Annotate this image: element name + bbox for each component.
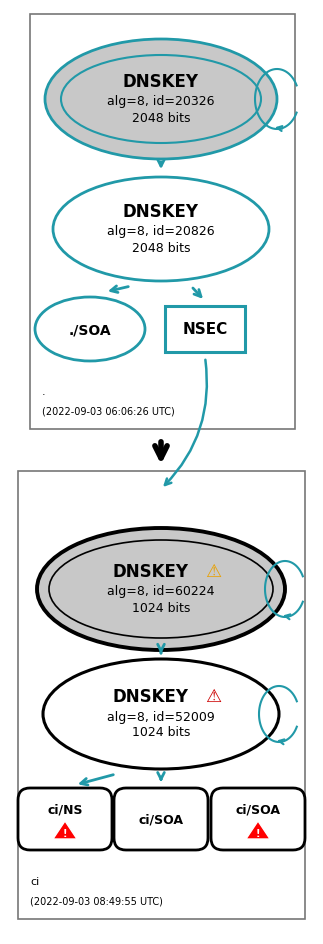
Text: DNSKEY: DNSKEY <box>123 203 199 221</box>
Ellipse shape <box>61 56 261 143</box>
Bar <box>18 471 305 919</box>
Text: alg=8, id=60224: alg=8, id=60224 <box>107 585 215 598</box>
Polygon shape <box>53 821 77 839</box>
Text: DNSKEY: DNSKEY <box>123 73 199 91</box>
Text: alg=8, id=52009: alg=8, id=52009 <box>107 710 215 723</box>
Bar <box>30 15 295 430</box>
Text: !: ! <box>256 828 260 838</box>
Text: 1024 bits: 1024 bits <box>132 726 190 739</box>
Ellipse shape <box>49 540 273 638</box>
Text: !: ! <box>63 828 67 838</box>
Text: alg=8, id=20826: alg=8, id=20826 <box>107 226 215 238</box>
Text: alg=8, id=20326: alg=8, id=20326 <box>107 95 215 109</box>
Text: ./SOA: ./SOA <box>69 323 111 337</box>
Ellipse shape <box>43 659 279 769</box>
FancyBboxPatch shape <box>114 788 208 851</box>
Text: (2022-09-03 08:49:55 UTC): (2022-09-03 08:49:55 UTC) <box>30 896 163 906</box>
Text: DNSKEY: DNSKEY <box>113 687 189 705</box>
Text: ci: ci <box>30 876 39 886</box>
Ellipse shape <box>53 177 269 281</box>
Text: (2022-09-03 06:06:26 UTC): (2022-09-03 06:06:26 UTC) <box>42 407 175 416</box>
Text: 1024 bits: 1024 bits <box>132 601 190 614</box>
Ellipse shape <box>37 529 285 650</box>
Bar <box>165 307 245 353</box>
FancyBboxPatch shape <box>211 788 305 851</box>
Ellipse shape <box>45 40 277 160</box>
Text: ⚠: ⚠ <box>205 687 221 705</box>
Text: DNSKEY: DNSKEY <box>113 563 189 581</box>
Ellipse shape <box>35 297 145 362</box>
Text: NSEC: NSEC <box>182 322 228 337</box>
Text: ⚠: ⚠ <box>205 563 221 581</box>
Text: .: . <box>42 387 46 396</box>
Polygon shape <box>246 821 270 839</box>
Text: ci/SOA: ci/SOA <box>139 813 183 826</box>
Text: ci/NS: ci/NS <box>47 802 83 816</box>
FancyBboxPatch shape <box>18 788 112 851</box>
Text: 2048 bits: 2048 bits <box>132 111 190 125</box>
Text: ci/SOA: ci/SOA <box>235 802 280 816</box>
Text: 2048 bits: 2048 bits <box>132 242 190 254</box>
